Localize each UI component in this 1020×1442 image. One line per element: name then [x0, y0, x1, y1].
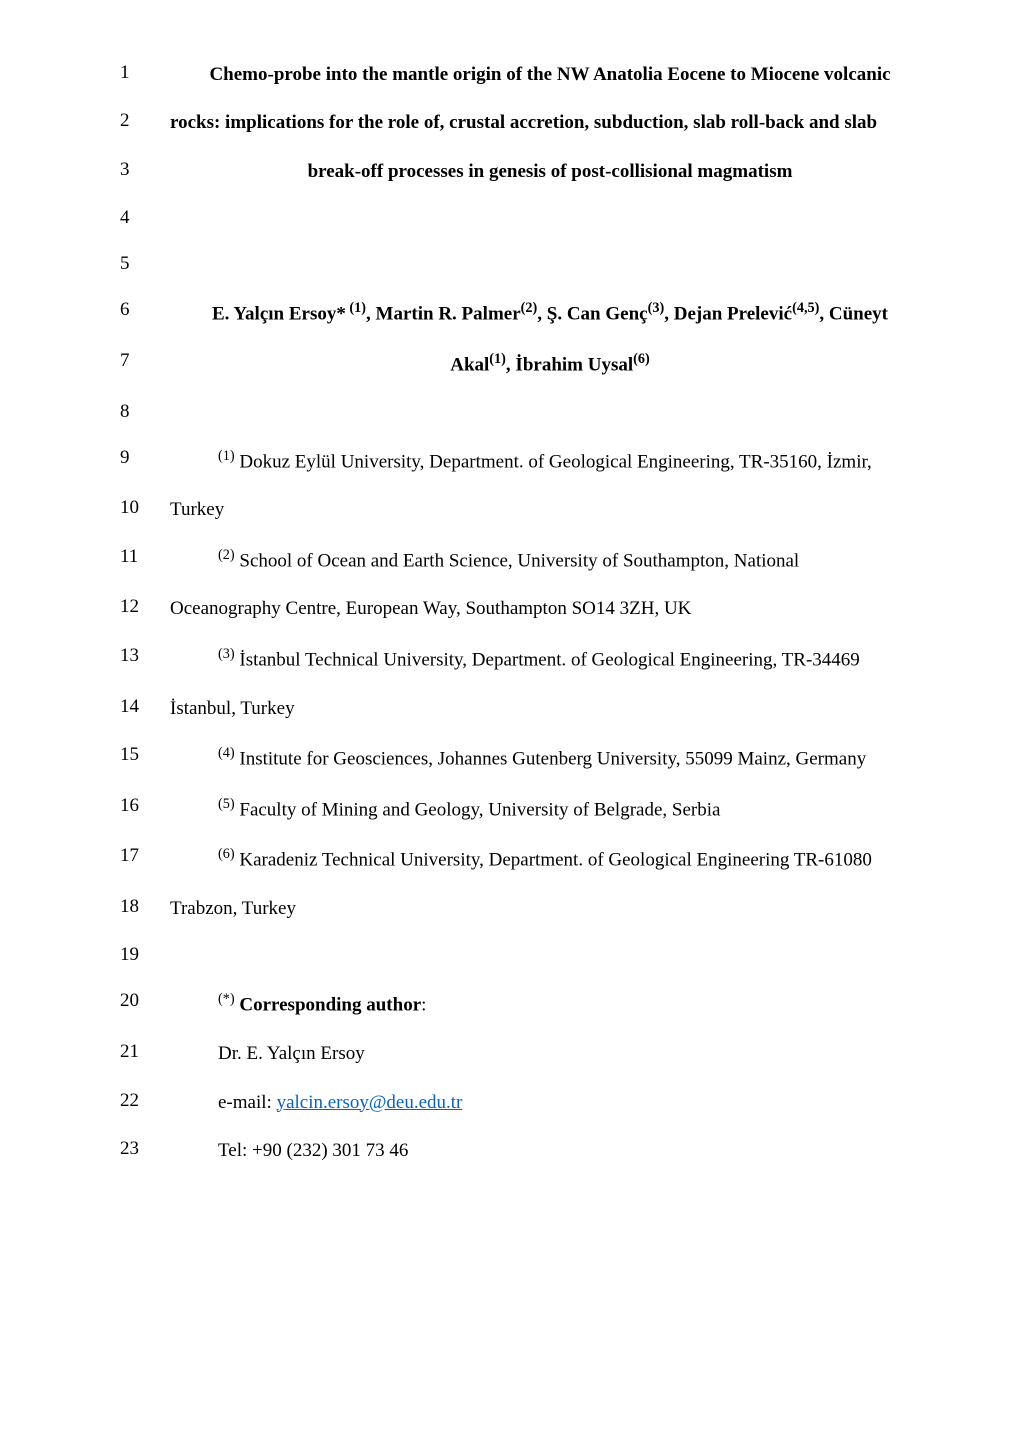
affiliation-sup: (5)	[218, 796, 235, 812]
empty-line	[170, 251, 930, 279]
email-label: e-mail:	[218, 1092, 277, 1113]
empty-line	[170, 205, 930, 233]
line-2: 2 rocks: implications for the role of, c…	[120, 108, 930, 138]
corresponding-tel: Tel: +90 (232) 301 73 46	[170, 1136, 930, 1166]
line-number: 14	[120, 694, 170, 718]
line-number: 4	[120, 205, 170, 229]
author-sup: (4,5)	[792, 300, 819, 316]
line-1: 1 Chemo-probe into the mantle origin of …	[120, 60, 930, 90]
affiliation-sup: (3)	[218, 646, 235, 662]
affiliation-1-line-1: (1) Dokuz Eylül University, Department. …	[170, 445, 930, 478]
line-number: 16	[120, 793, 170, 817]
line-number: 1	[120, 60, 170, 84]
line-21: 21 Dr. E. Yalçın Ersoy	[120, 1039, 930, 1069]
affiliation-6-line-2: Trabzon, Turkey	[170, 894, 930, 924]
line-20: 20 (*) Corresponding author:	[120, 988, 930, 1021]
affiliation-text: School of Ocean and Earth Science, Unive…	[235, 550, 800, 571]
line-number: 20	[120, 988, 170, 1012]
line-18: 18 Trabzon, Turkey	[120, 894, 930, 924]
line-number: 19	[120, 942, 170, 966]
author-sup: (6)	[633, 351, 650, 367]
author-text: , Dejan Prelević	[664, 304, 792, 325]
author-sup: (1)	[346, 300, 366, 316]
affiliation-3-line-1: (3) İstanbul Technical University, Depar…	[170, 643, 930, 676]
email-link[interactable]: yalcin.ersoy@deu.edu.tr	[277, 1092, 463, 1113]
line-number: 18	[120, 894, 170, 918]
affiliation-text: Dokuz Eylül University, Department. of G…	[235, 451, 872, 472]
line-9: 9 (1) Dokuz Eylül University, Department…	[120, 445, 930, 478]
affiliation-text: Institute for Geosciences, Johannes Gute…	[235, 748, 867, 769]
affiliation-1-line-2: Turkey	[170, 495, 930, 525]
title-line-3: break-off processes in genesis of post-c…	[170, 157, 930, 187]
author-text: , İbrahim Uysal	[506, 354, 633, 375]
affiliation-6-line-1: (6) Karadeniz Technical University, Depa…	[170, 843, 930, 876]
empty-line	[170, 399, 930, 427]
line-number: 6	[120, 297, 170, 321]
line-17: 17 (6) Karadeniz Technical University, D…	[120, 843, 930, 876]
line-11: 11 (2) School of Ocean and Earth Science…	[120, 544, 930, 577]
affiliation-3-line-2: İstanbul, Turkey	[170, 694, 930, 724]
line-12: 12 Oceanography Centre, European Way, So…	[120, 594, 930, 624]
affiliation-sup: (2)	[218, 547, 235, 563]
line-7: 7 Akal(1), İbrahim Uysal(6)	[120, 348, 930, 381]
line-number: 3	[120, 157, 170, 181]
author-sup: (3)	[648, 300, 665, 316]
affiliation-4: (4) Institute for Geosciences, Johannes …	[170, 742, 930, 775]
author-text: , Martin R. Palmer	[366, 304, 521, 325]
affiliation-sup: (4)	[218, 745, 235, 761]
line-number: 2	[120, 108, 170, 132]
line-19: 19	[120, 942, 930, 970]
corresponding-author-heading: (*) Corresponding author:	[170, 988, 930, 1021]
line-10: 10 Turkey	[120, 495, 930, 525]
line-13: 13 (3) İstanbul Technical University, De…	[120, 643, 930, 676]
line-8: 8	[120, 399, 930, 427]
affiliation-text: Karadeniz Technical University, Departme…	[235, 850, 872, 871]
author-text: , Cüneyt	[819, 304, 888, 325]
line-5: 5	[120, 251, 930, 279]
author-text: Akal	[450, 354, 489, 375]
line-number: 11	[120, 544, 170, 568]
line-23: 23 Tel: +90 (232) 301 73 46	[120, 1136, 930, 1166]
affiliation-5: (5) Faculty of Mining and Geology, Unive…	[170, 793, 930, 826]
author-sup: (2)	[521, 300, 538, 316]
line-number: 12	[120, 594, 170, 618]
line-number: 7	[120, 348, 170, 372]
corresponding-label: Corresponding author	[235, 995, 422, 1016]
line-6: 6 E. Yalçın Ersoy* (1), Martin R. Palmer…	[120, 297, 930, 330]
affiliation-text: İstanbul Technical University, Departmen…	[235, 649, 860, 670]
line-number: 15	[120, 742, 170, 766]
author-text: E. Yalçın Ersoy*	[212, 304, 346, 325]
line-number: 17	[120, 843, 170, 867]
line-16: 16 (5) Faculty of Mining and Geology, Un…	[120, 793, 930, 826]
corresponding-sup: (*)	[218, 991, 235, 1007]
line-22: 22 e-mail: yalcin.ersoy@deu.edu.tr	[120, 1088, 930, 1118]
line-15: 15 (4) Institute for Geosciences, Johann…	[120, 742, 930, 775]
affiliation-sup: (6)	[218, 846, 235, 862]
line-3: 3 break-off processes in genesis of post…	[120, 157, 930, 187]
line-number: 23	[120, 1136, 170, 1160]
title-line-2: rocks: implications for the role of, cru…	[170, 108, 930, 138]
authors-line-1: E. Yalçın Ersoy* (1), Martin R. Palmer(2…	[170, 297, 930, 330]
affiliation-sup: (1)	[218, 448, 235, 464]
line-number: 13	[120, 643, 170, 667]
affiliation-text: Faculty of Mining and Geology, Universit…	[235, 799, 721, 820]
affiliation-2-line-1: (2) School of Ocean and Earth Science, U…	[170, 544, 930, 577]
line-number: 9	[120, 445, 170, 469]
line-number: 5	[120, 251, 170, 275]
line-number: 22	[120, 1088, 170, 1112]
title-line-1: Chemo-probe into the mantle origin of th…	[170, 60, 930, 90]
line-number: 10	[120, 495, 170, 519]
author-text: , Ş. Can Genç	[537, 304, 647, 325]
empty-line	[170, 942, 930, 970]
author-sup: (1)	[489, 351, 506, 367]
corresponding-name: Dr. E. Yalçın Ersoy	[170, 1039, 930, 1069]
line-14: 14 İstanbul, Turkey	[120, 694, 930, 724]
line-number: 21	[120, 1039, 170, 1063]
authors-line-2: Akal(1), İbrahim Uysal(6)	[170, 348, 930, 381]
line-number: 8	[120, 399, 170, 423]
line-4: 4	[120, 205, 930, 233]
corresponding-colon: :	[421, 995, 426, 1016]
corresponding-email-line: e-mail: yalcin.ersoy@deu.edu.tr	[170, 1088, 930, 1118]
affiliation-2-line-2: Oceanography Centre, European Way, South…	[170, 594, 930, 624]
